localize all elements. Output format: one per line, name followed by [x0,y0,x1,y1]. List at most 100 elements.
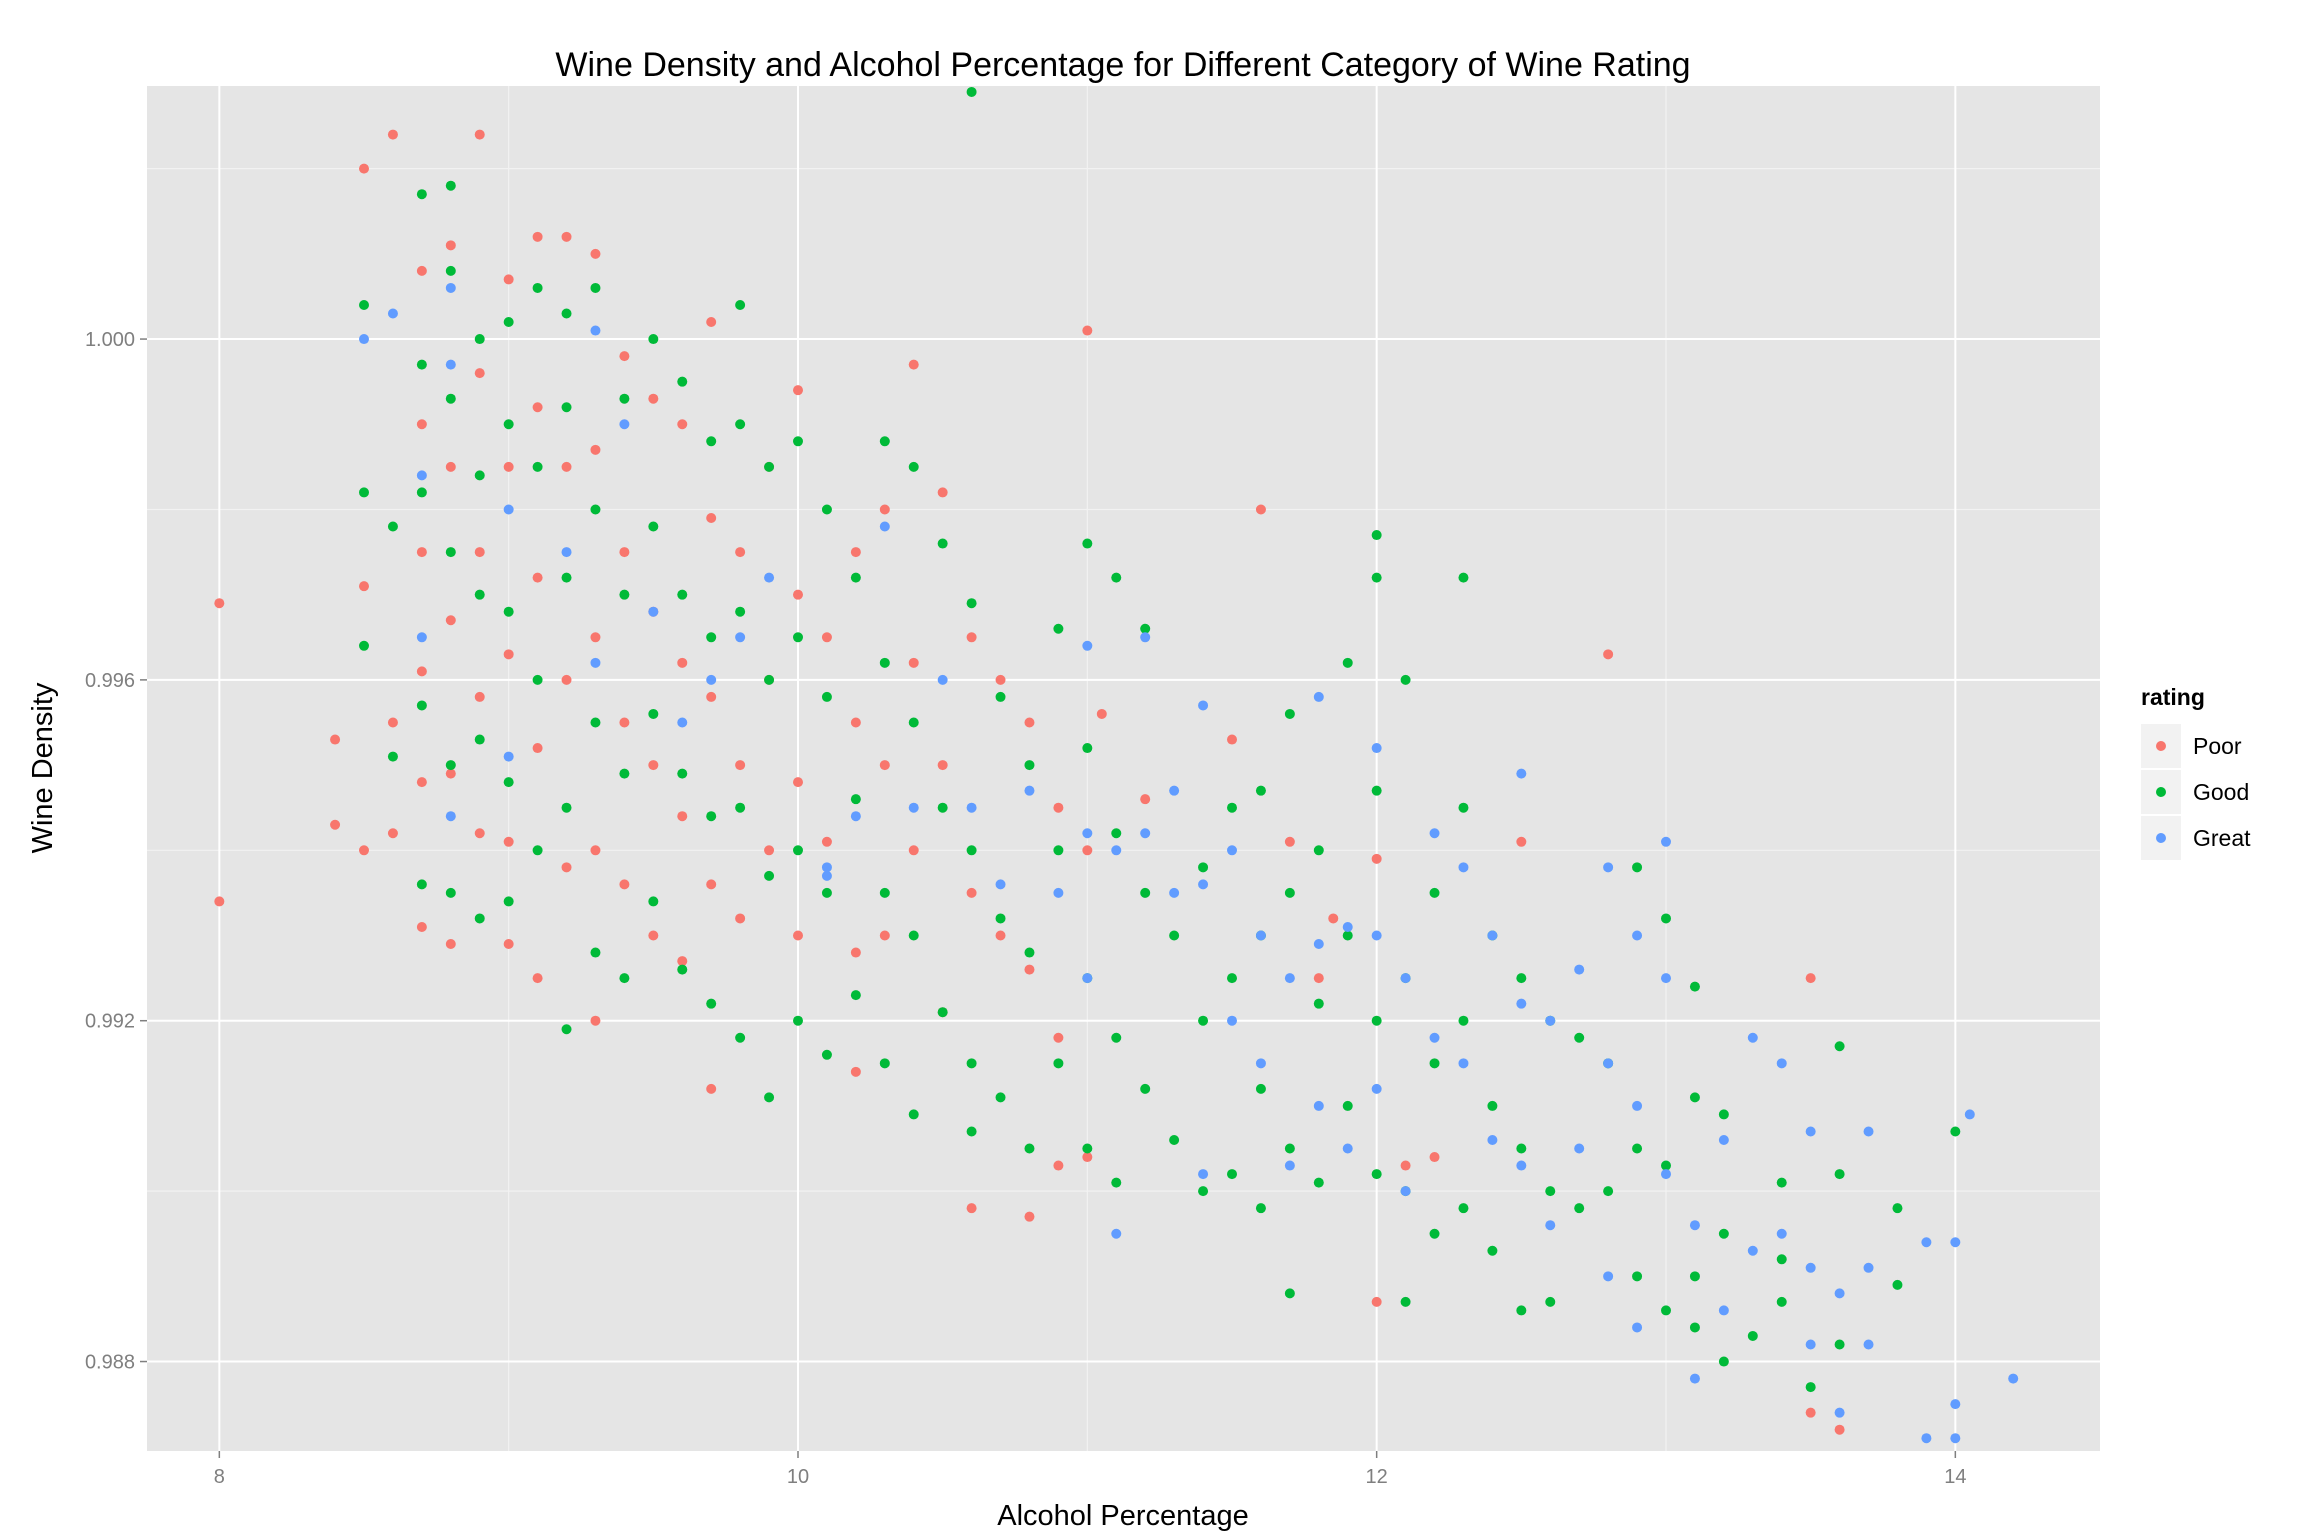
data-point-good [1371,785,1382,796]
data-point-great [590,325,601,336]
data-point-good [474,589,485,600]
data-point-poor [677,956,688,967]
data-point-good [1516,1305,1527,1316]
data-point-poor [532,402,543,413]
data-point-good [1284,708,1295,719]
data-point-good [1545,1296,1556,1307]
data-point-great [503,751,514,762]
data-point-great [1255,930,1266,941]
data-point-good [648,708,659,719]
data-point-good [1024,760,1035,771]
data-point-poor [532,743,543,754]
legend-title: rating [2141,684,2205,710]
x-axis-title: Alcohol Percentage [997,1500,1249,1532]
data-point-good [445,180,456,191]
data-point-great [1516,998,1527,1009]
data-point-great [1140,632,1151,643]
data-point-poor [1140,794,1151,805]
data-point-good [416,189,427,200]
data-point-good [1718,1109,1729,1120]
data-point-poor [416,419,427,430]
data-point-poor [561,862,572,873]
data-point-great [1198,700,1209,711]
data-point-good [1111,1032,1122,1043]
data-point-poor [1603,649,1614,660]
data-point-good [359,487,369,498]
data-point-good [706,811,717,822]
data-point-poor [590,444,601,455]
data-point-poor [387,717,398,728]
data-point-great [879,521,890,532]
data-point-good [1776,1254,1787,1265]
data-point-great [1255,1058,1266,1069]
data-point-good [937,538,948,549]
data-point-great [1603,1271,1614,1282]
data-point-good [764,461,775,472]
data-point-good [1400,1296,1411,1307]
data-point-good [1227,1169,1237,1180]
data-point-great [1545,1220,1556,1231]
data-point-poor [474,547,485,558]
data-point-good [735,299,746,310]
data-point-great [1921,1237,1932,1248]
data-point-poor [445,461,456,472]
data-point-poor [1053,1160,1064,1171]
data-point-great [1458,1058,1469,1069]
data-point-good [1950,1126,1961,1137]
data-point-great [1747,1245,1758,1256]
data-point-poor [1255,504,1266,515]
data-point-good [1834,1169,1845,1180]
data-point-good [1169,1134,1180,1145]
data-point-poor [474,691,485,702]
data-point-good [1053,1058,1064,1069]
data-point-poor [1313,973,1324,984]
data-point-good [1689,1092,1700,1103]
data-point-good [648,521,659,532]
data-point-poor [474,368,485,379]
data-point-poor [503,649,514,660]
data-point-good [735,419,746,430]
data-point-great [619,419,630,430]
legend-marker-poor [2156,741,2166,751]
data-point-poor [330,819,341,830]
data-point-great [1371,743,1382,754]
data-point-great [1487,930,1498,941]
data-point-great [908,802,919,813]
data-point-great [1111,845,1122,856]
data-point-good [590,504,601,515]
data-point-poor [850,717,861,728]
data-point-good [821,1049,832,1060]
data-point-good [1458,1015,1469,1026]
data-point-good [359,640,369,651]
data-point-good [619,393,630,404]
data-point-good [1342,657,1353,668]
data-point-good [1487,1100,1498,1111]
data-point-poor [1053,802,1064,813]
data-point-poor [850,1066,861,1077]
data-point-poor [214,896,225,907]
data-point-great [445,811,456,822]
data-point-poor [995,674,1006,685]
data-point-poor [416,666,427,677]
data-point-good [1429,1058,1440,1069]
data-point-poor [966,887,977,898]
data-point-good [1776,1177,1787,1188]
data-point-great [1776,1228,1787,1239]
data-point-poor [995,930,1006,941]
legend-label-good: Good [2193,779,2249,805]
data-point-good [503,777,514,788]
data-point-poor [1805,1407,1816,1418]
data-point-great [1805,1262,1816,1273]
data-point-poor [1429,1152,1440,1163]
data-point-good [1892,1203,1903,1214]
data-point-great [1169,785,1180,796]
data-point-poor [503,939,514,950]
data-point-poor [821,836,832,847]
data-point-poor [503,274,514,285]
data-point-good [1834,1041,1845,1052]
data-point-great [1950,1399,1961,1410]
data-point-great [1950,1433,1961,1444]
data-point-good [474,470,485,481]
data-point-good [387,521,398,532]
data-point-great [1371,930,1382,941]
